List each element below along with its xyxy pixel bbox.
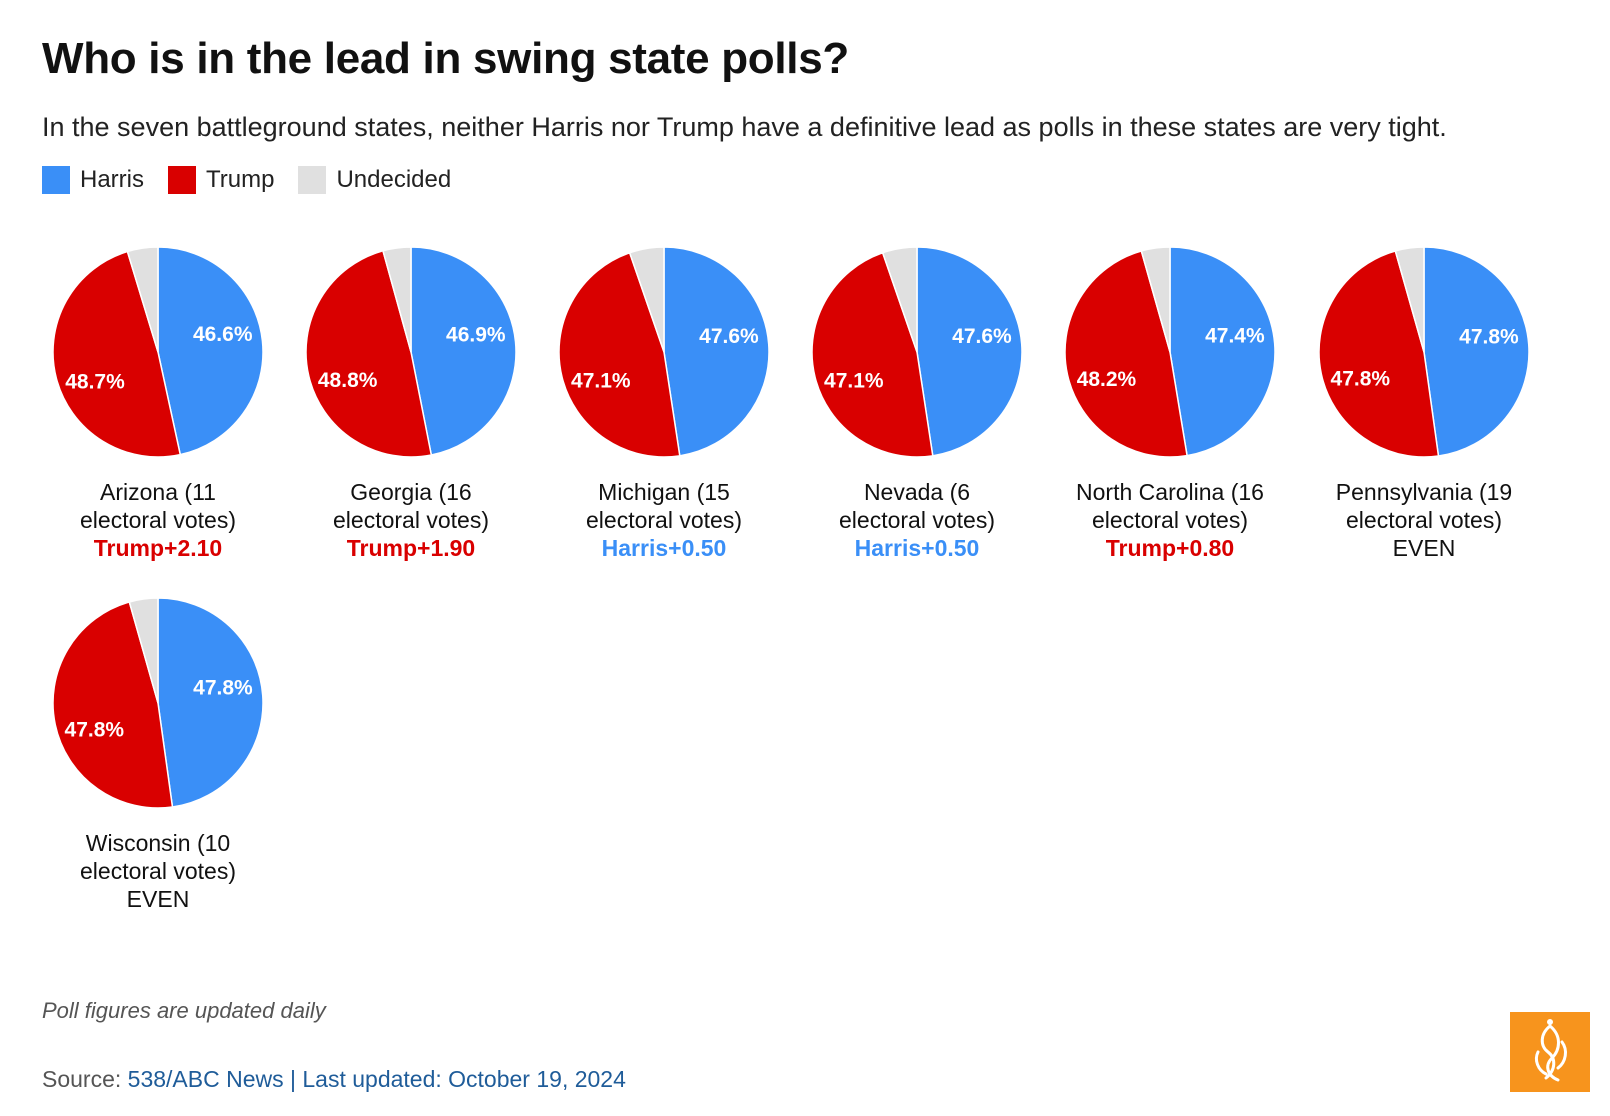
pie-slice-undecided-wisconsin	[128, 597, 159, 704]
pie-slice-undecided-michigan	[628, 246, 665, 353]
pie-slice-undecided-arizona	[126, 246, 159, 353]
legend-swatch-trump	[168, 166, 196, 194]
state-votes: electoral votes)	[1092, 507, 1248, 533]
pie-slice-harris-michigan	[663, 246, 770, 457]
legend-item-trump: Trump	[168, 166, 274, 194]
pie-slice-trump-arizona	[52, 250, 182, 458]
state-name: Nevada (6	[863, 479, 971, 505]
state-label-pennsylvania: Pennsylvania (19 electoral votes) EVEN	[1304, 478, 1544, 562]
state-lead: Trump+1.90	[346, 535, 476, 561]
pie-slice-trump-michigan	[558, 251, 681, 458]
state-label-arizona: Arizona (11 electoral votes) Trump+2.10	[38, 478, 278, 562]
source-line: Source: 538/ABC News | Last updated: Oct…	[42, 1066, 626, 1093]
al-jazeera-logo-icon	[1534, 1019, 1567, 1082]
state-votes: electoral votes)	[1346, 507, 1502, 533]
pie-slice-harris-nevada	[916, 246, 1023, 457]
pie-slice-undecided-georgia	[382, 246, 412, 353]
pie-value-trump-pennsylvania: 47.8%	[1331, 367, 1391, 390]
pie-slice-undecided-pennsylvania	[1394, 246, 1425, 353]
source-link[interactable]: 538/ABC News | Last updated: October 19,…	[127, 1066, 626, 1092]
pie-value-harris-north-carolina: 47.4%	[1205, 325, 1265, 348]
state-votes: electoral votes)	[839, 507, 995, 533]
source-prefix: Source:	[42, 1066, 128, 1092]
pie-slice-undecided-nevada	[881, 246, 918, 353]
pie-slice-undecided-north-carolina	[1140, 246, 1171, 353]
pie-slice-trump-pennsylvania	[1318, 250, 1440, 458]
legend-swatch-undecided	[298, 166, 327, 194]
state-label-wisconsin: Wisconsin (10 electoral votes) EVEN	[38, 829, 278, 913]
pie-value-trump-wisconsin: 47.8%	[65, 718, 125, 741]
pie-slice-harris-wisconsin	[157, 597, 264, 808]
pie-value-harris-arizona: 46.6%	[193, 323, 253, 346]
pie-value-harris-michigan: 47.6%	[699, 325, 759, 348]
footer-note: Poll figures are updated daily	[42, 998, 326, 1023]
pie-slice-harris-georgia	[410, 246, 517, 456]
state-label-michigan: Michigan (15 electoral votes) Harris+0.50	[544, 478, 784, 562]
legend-swatch-harris	[42, 166, 70, 194]
state-name: Michigan (15	[598, 479, 730, 505]
state-lead: Harris+0.50	[601, 535, 727, 561]
pie-value-trump-arizona: 48.7%	[65, 370, 125, 393]
state-name: Pennsylvania (19	[1335, 479, 1513, 505]
state-label-north-carolina: North Carolina (16 electoral votes) Trump+…	[1050, 478, 1290, 562]
legend-item-harris: Harris	[42, 166, 144, 194]
pie-slice-harris-pennsylvania	[1423, 246, 1530, 457]
legend-label-harris: Harris	[80, 166, 144, 193]
state-votes: electoral votes)	[80, 858, 236, 884]
state-name: North Carolina (16	[1076, 479, 1264, 505]
state-name: Arizona (11	[100, 479, 216, 505]
pie-slice-harris-arizona	[157, 246, 264, 456]
state-lead: Harris+0.50	[854, 535, 980, 561]
pie-slice-trump-north-carolina	[1064, 250, 1188, 458]
state-label-nevada: Nevada (6 electoral votes) Harris+0.50	[797, 478, 1037, 562]
legend-item-undecided: Undecided	[298, 166, 451, 194]
pie-value-trump-georgia: 48.8%	[318, 369, 378, 392]
legend: Harris Trump Undecided	[42, 166, 475, 194]
state-name: Georgia (16	[350, 479, 472, 505]
state-lead: EVEN	[1392, 535, 1456, 561]
state-lead: Trump+2.10	[93, 535, 223, 561]
legend-label-undecided: Undecided	[336, 166, 452, 193]
state-lead: EVEN	[126, 886, 190, 912]
pie-slice-trump-nevada	[811, 251, 934, 458]
legend-label-trump: Trump	[206, 166, 275, 193]
state-lead: Trump+0.80	[1105, 535, 1235, 561]
al-jazeera-logo	[1510, 1012, 1590, 1092]
chart-title: Who is in the lead in swing state polls?	[42, 34, 849, 83]
pie-slice-harris-north-carolina	[1169, 246, 1276, 457]
chart-subtitle: In the seven battleground states, neithe…	[42, 112, 1447, 142]
state-label-georgia: Georgia (16 electoral votes) Trump+1.90	[291, 478, 531, 562]
pie-value-harris-wisconsin: 47.8%	[193, 677, 253, 700]
pie-slice-trump-wisconsin	[52, 601, 174, 809]
state-votes: electoral votes)	[586, 507, 742, 533]
pie-value-trump-north-carolina: 48.2%	[1077, 368, 1137, 391]
pie-slice-trump-georgia	[305, 249, 433, 458]
pie-value-trump-michigan: 47.1%	[571, 370, 631, 393]
pie-value-harris-pennsylvania: 47.8%	[1459, 326, 1519, 349]
pie-value-harris-nevada: 47.6%	[952, 325, 1012, 348]
state-votes: electoral votes)	[80, 507, 236, 533]
state-name: Wisconsin (10	[85, 830, 231, 856]
state-votes: electoral votes)	[333, 507, 489, 533]
pie-value-trump-nevada: 47.1%	[824, 370, 884, 393]
pie-value-harris-georgia: 46.9%	[446, 324, 506, 347]
